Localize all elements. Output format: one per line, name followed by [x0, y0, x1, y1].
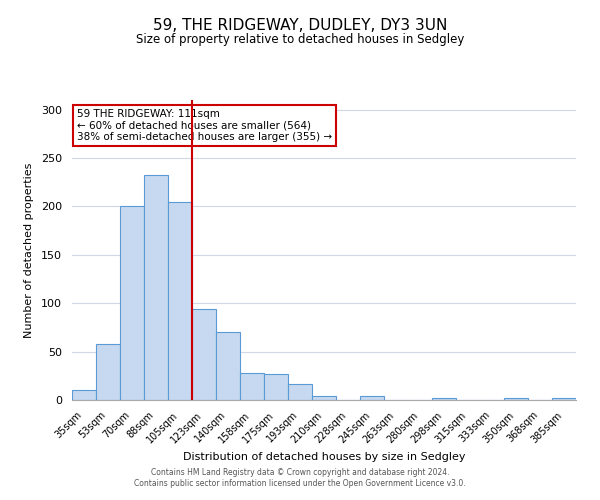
Bar [432, 398, 456, 400]
Bar [240, 373, 264, 400]
Bar [504, 398, 528, 400]
Bar [312, 396, 336, 400]
Text: 59, THE RIDGEWAY, DUDLEY, DY3 3UN: 59, THE RIDGEWAY, DUDLEY, DY3 3UN [153, 18, 447, 32]
Bar [552, 398, 576, 400]
X-axis label: Distribution of detached houses by size in Sedgley: Distribution of detached houses by size … [183, 452, 465, 462]
Bar [96, 344, 120, 400]
Bar [288, 384, 312, 400]
Bar [192, 309, 216, 400]
Bar [72, 390, 96, 400]
Bar [168, 202, 192, 400]
Text: Contains HM Land Registry data © Crown copyright and database right 2024.
Contai: Contains HM Land Registry data © Crown c… [134, 468, 466, 487]
Text: Size of property relative to detached houses in Sedgley: Size of property relative to detached ho… [136, 32, 464, 46]
Bar [144, 174, 168, 400]
Bar [216, 332, 240, 400]
Text: 59 THE RIDGEWAY: 111sqm
← 60% of detached houses are smaller (564)
38% of semi-d: 59 THE RIDGEWAY: 111sqm ← 60% of detache… [77, 109, 332, 142]
Bar [264, 374, 288, 400]
Y-axis label: Number of detached properties: Number of detached properties [24, 162, 34, 338]
Bar [360, 396, 384, 400]
Bar [120, 206, 144, 400]
